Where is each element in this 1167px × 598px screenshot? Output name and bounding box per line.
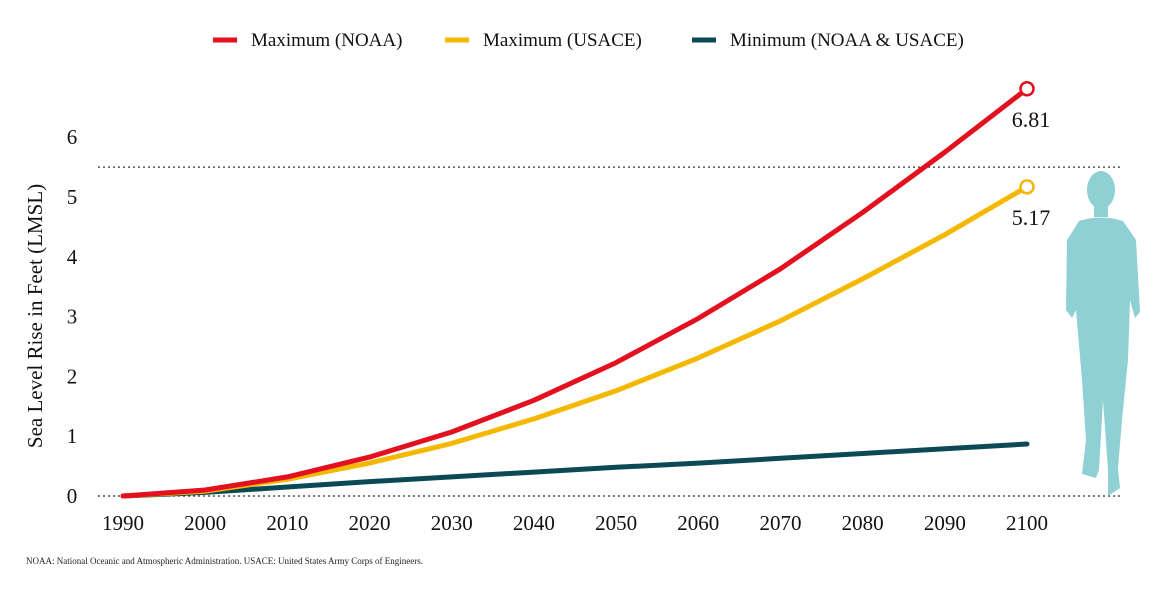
end-labels: 6.81 5.17 xyxy=(1012,81,1051,230)
data-label: 6.81 xyxy=(1012,107,1051,132)
y-tick-label: 6 xyxy=(67,125,78,149)
x-tick-label: 2050 xyxy=(595,511,637,535)
x-tick-label: 2090 xyxy=(924,511,966,535)
x-tick-label: 1990 xyxy=(102,511,144,535)
x-tick-label: 2040 xyxy=(513,511,555,535)
y-tick-label: 4 xyxy=(67,245,78,269)
footnote: NOAA: National Oceanic and Atmospheric A… xyxy=(26,556,423,566)
legend-label: Minimum (NOAA & USACE) xyxy=(730,30,964,51)
person-silhouette xyxy=(1066,171,1140,496)
series xyxy=(120,86,1030,499)
x-tick-label: 2080 xyxy=(842,511,884,535)
legend: Maximum (NOAA) Maximum (USACE) Minimum (NO… xyxy=(213,30,964,51)
x-tick-label: 2060 xyxy=(677,511,719,535)
series-line xyxy=(120,86,1030,499)
x-tick-label: 2030 xyxy=(431,511,473,535)
data-label: 5.17 xyxy=(1012,205,1051,230)
y-tick-label: 2 xyxy=(67,364,78,388)
series-line xyxy=(120,441,1030,499)
axes: 0 1 2 3 4 5 6 1990 2000 2010 2020 2030 2040 2050 2060 2… xyxy=(23,125,1122,535)
endpoint-marker xyxy=(1019,81,1035,97)
x-tick-label: 2010 xyxy=(266,511,308,535)
y-axis-title: Sea Level Rise in Feet (LMSL) xyxy=(23,184,47,448)
x-tick-label: 2100 xyxy=(1006,511,1048,535)
endpoint-marker xyxy=(1019,179,1035,195)
x-tick-label: 2020 xyxy=(349,511,391,535)
y-tick-label: 3 xyxy=(67,305,78,329)
y-tick-label: 0 xyxy=(67,484,78,508)
x-tick-label: 2000 xyxy=(184,511,226,535)
y-tick-label: 1 xyxy=(67,424,78,448)
x-tick-label: 2070 xyxy=(759,511,801,535)
y-tick-label: 5 xyxy=(67,185,78,209)
legend-label: Maximum (USACE) xyxy=(483,30,642,51)
legend-label: Maximum (NOAA) xyxy=(251,30,402,51)
